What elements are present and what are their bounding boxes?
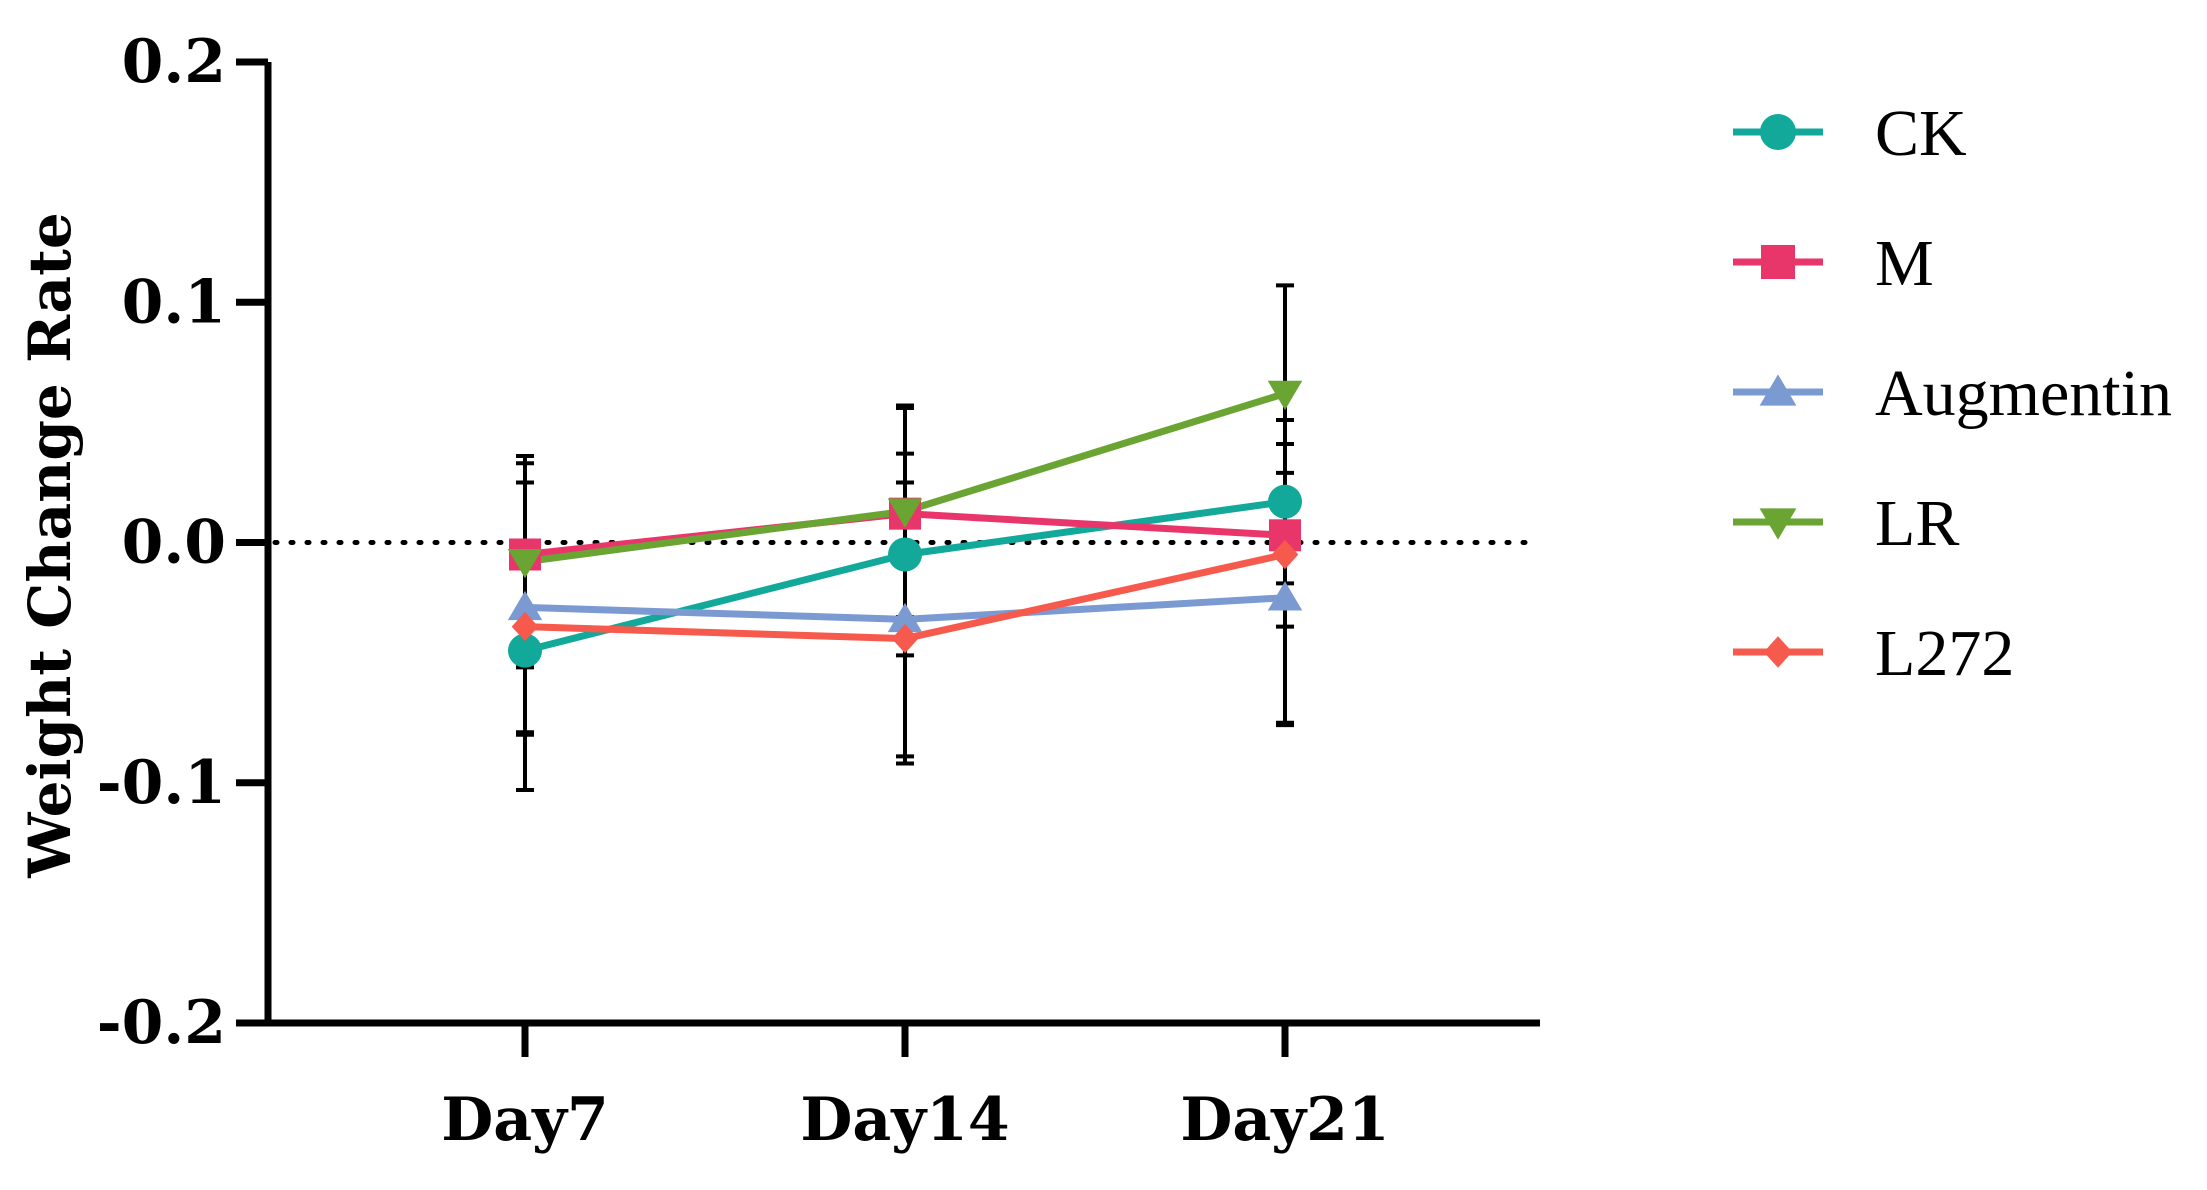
data-point-ck bbox=[508, 633, 542, 668]
data-point-ck bbox=[888, 537, 922, 572]
x-tick-label: Day7 bbox=[441, 1085, 609, 1155]
data-point-l272 bbox=[1271, 539, 1299, 570]
legend-item-augmentin: Augmentin bbox=[1733, 357, 2172, 430]
legend-label: LR bbox=[1875, 487, 1959, 560]
legend-marker bbox=[1759, 374, 1797, 406]
x-tick-label: Day21 bbox=[1180, 1085, 1389, 1155]
data-point-lr bbox=[887, 498, 923, 528]
legend: CK M Augmentin LR L272 bbox=[1733, 97, 2172, 690]
legend-item-ck: CK bbox=[1733, 97, 1967, 170]
data-point-augmentin bbox=[887, 602, 923, 633]
data-point-lr bbox=[507, 548, 543, 579]
y-tick-label: 0.0 bbox=[122, 508, 226, 578]
y-tick-label: -0.2 bbox=[97, 988, 226, 1058]
y-tick-label: -0.1 bbox=[97, 748, 226, 818]
data-point-augmentin bbox=[507, 590, 543, 621]
legend-marker bbox=[1761, 245, 1795, 279]
data-point-l272 bbox=[511, 611, 539, 642]
x-tick-label: Day14 bbox=[800, 1085, 1009, 1155]
legend-label: L272 bbox=[1875, 617, 2014, 690]
legend-item-l272: L272 bbox=[1733, 617, 2014, 690]
legend-label: Augmentin bbox=[1875, 357, 2172, 430]
data-point-ck bbox=[1268, 484, 1302, 519]
y-tick-label: 0.1 bbox=[122, 267, 226, 337]
legend-item-lr: LR bbox=[1733, 487, 1959, 560]
y-axis-title: Weight Change Rate bbox=[16, 212, 84, 879]
legend-marker bbox=[1760, 114, 1796, 150]
legend-item-m: M bbox=[1733, 227, 1934, 300]
legend-marker bbox=[1759, 508, 1797, 540]
data-point-l272 bbox=[891, 623, 919, 654]
legend-label: CK bbox=[1875, 97, 1967, 170]
legend-marker bbox=[1763, 636, 1793, 668]
legend-label: M bbox=[1875, 227, 1934, 300]
y-tick-label: 0.2 bbox=[122, 27, 226, 97]
data-point-lr bbox=[1267, 380, 1303, 411]
data-point-augmentin bbox=[1267, 581, 1303, 611]
